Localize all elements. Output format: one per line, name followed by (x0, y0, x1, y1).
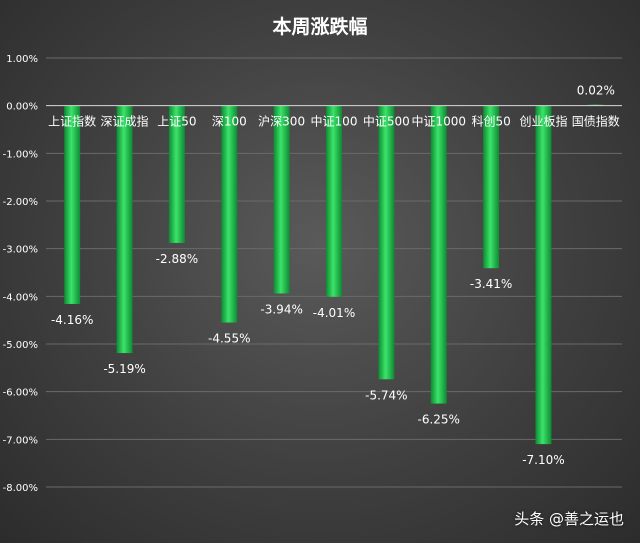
data-label: -4.01% (313, 306, 355, 320)
bar (64, 105, 81, 304)
data-label: -2.88% (156, 252, 198, 266)
bar (535, 105, 552, 445)
y-tick-label: -3.00% (3, 245, 38, 256)
bar (483, 105, 500, 269)
bar (378, 105, 395, 380)
data-label: -5.19% (103, 362, 145, 376)
data-label: -4.16% (51, 313, 93, 327)
data-label: -3.94% (260, 302, 302, 316)
y-tick-label: -1.00% (3, 149, 38, 160)
category-label: 中证100 (311, 114, 358, 129)
category-label: 国债指数 (572, 114, 620, 129)
bar (326, 105, 342, 297)
category-label: 中证1000 (411, 114, 466, 129)
category-label: 深100 (212, 115, 247, 129)
watermark: 头条 @善之运也 (514, 510, 624, 528)
category-label: 上证50 (157, 115, 196, 129)
bar (273, 105, 290, 294)
category-label: 创业板指 (519, 114, 567, 129)
y-tick-label: 1.00% (6, 54, 38, 65)
bar (116, 105, 133, 354)
y-tick-label: -6.00% (3, 388, 38, 399)
chart-title: 本周涨跌幅 (272, 15, 367, 38)
data-label: -5.74% (365, 388, 407, 402)
y-tick-label: -4.00% (3, 292, 38, 303)
data-label: -6.25% (418, 413, 460, 427)
category-label: 沪深300 (258, 115, 305, 129)
data-label: 0.02% (577, 84, 615, 98)
category-label: 中证500 (363, 114, 410, 129)
y-tick-label: -8.00% (3, 483, 38, 494)
category-label: 上证指数 (48, 114, 96, 129)
data-label: -3.41% (470, 277, 512, 291)
category-label: 深证成指 (101, 114, 149, 129)
y-tick-label: -7.00% (3, 435, 38, 446)
data-label: -7.10% (522, 453, 564, 467)
category-label: 科创50 (471, 115, 510, 129)
data-label: -4.55% (208, 332, 250, 346)
bar (168, 105, 185, 243)
bar (430, 105, 447, 404)
y-tick-label: -2.00% (3, 197, 38, 208)
bar (221, 105, 238, 323)
y-tick-label: 0.00% (6, 102, 38, 113)
y-tick-label: -5.00% (3, 340, 38, 351)
